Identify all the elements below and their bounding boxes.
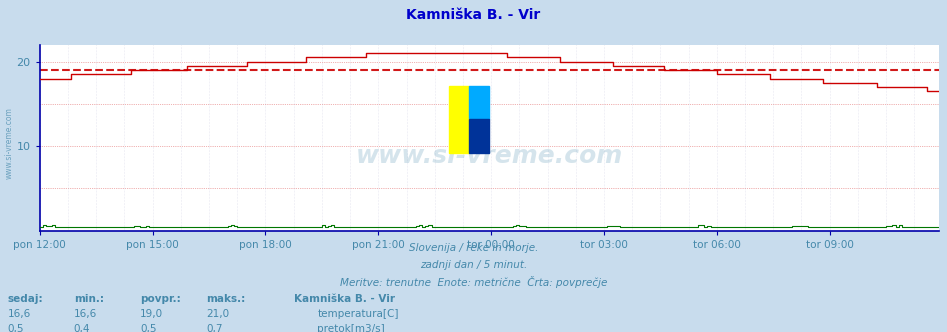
Text: Kamniška B. - Vir: Kamniška B. - Vir (294, 294, 395, 304)
Bar (469, 86, 489, 119)
Text: sedaj:: sedaj: (8, 294, 44, 304)
Text: min.:: min.: (74, 294, 104, 304)
Bar (449, 86, 469, 119)
Text: zadnji dan / 5 minut.: zadnji dan / 5 minut. (420, 260, 527, 270)
Text: Meritve: trenutne  Enote: metrične  Črta: povprečje: Meritve: trenutne Enote: metrične Črta: … (340, 276, 607, 288)
Text: pretok[m3/s]: pretok[m3/s] (317, 324, 385, 332)
Text: 0,7: 0,7 (206, 324, 223, 332)
Text: www.si-vreme.com: www.si-vreme.com (356, 144, 623, 168)
Text: Kamniška B. - Vir: Kamniška B. - Vir (406, 8, 541, 22)
Text: povpr.:: povpr.: (140, 294, 181, 304)
Text: Slovenija / reke in morje.: Slovenija / reke in morje. (409, 243, 538, 253)
Text: 19,0: 19,0 (140, 309, 163, 319)
Text: 0,5: 0,5 (8, 324, 24, 332)
Text: 0,4: 0,4 (74, 324, 90, 332)
Bar (449, 119, 469, 153)
Bar (469, 119, 489, 153)
Text: 0,5: 0,5 (140, 324, 156, 332)
Text: temperatura[C]: temperatura[C] (317, 309, 399, 319)
Text: www.si-vreme.com: www.si-vreme.com (5, 107, 14, 179)
Text: 16,6: 16,6 (74, 309, 98, 319)
Text: maks.:: maks.: (206, 294, 245, 304)
Text: 21,0: 21,0 (206, 309, 229, 319)
Text: 16,6: 16,6 (8, 309, 31, 319)
